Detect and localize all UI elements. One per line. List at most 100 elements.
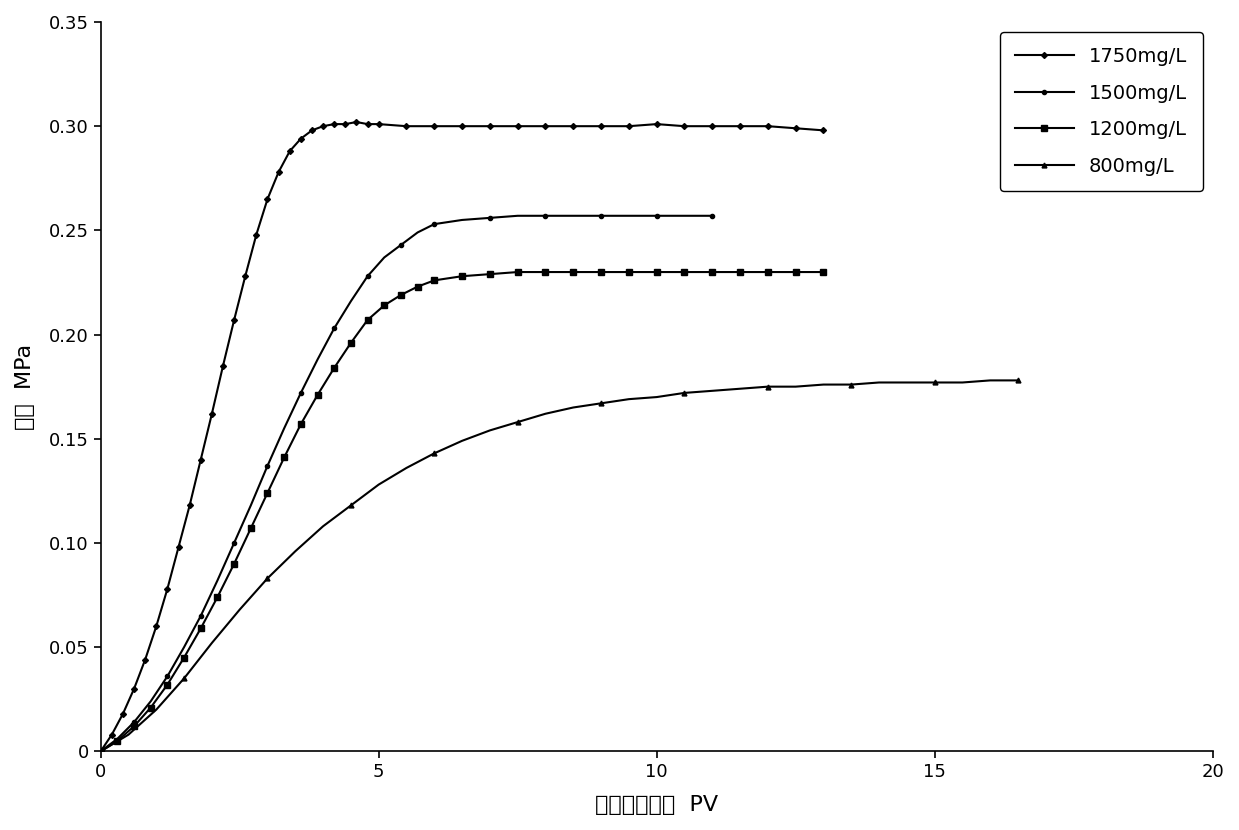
1500mg/L	[377, 252, 392, 262]
800mg/L	[316, 521, 331, 531]
1200mg/L	[110, 736, 125, 746]
1500mg/L	[361, 271, 375, 281]
1750mg/L	[732, 121, 747, 131]
1500mg/L	[538, 211, 553, 221]
800mg/L	[1011, 375, 1026, 385]
1750mg/L	[372, 120, 387, 129]
800mg/L	[817, 379, 831, 389]
1500mg/L	[427, 219, 442, 229]
1500mg/L	[144, 696, 159, 706]
1500mg/L	[327, 324, 342, 334]
1500mg/L	[177, 642, 192, 652]
1750mg/L	[294, 134, 309, 144]
800mg/L	[649, 392, 664, 402]
1750mg/L	[193, 455, 208, 465]
1500mg/L	[110, 734, 125, 744]
800mg/L	[93, 746, 108, 756]
1200mg/L	[817, 267, 831, 277]
1750mg/L	[427, 121, 442, 131]
1750mg/L	[349, 117, 364, 127]
1200mg/L	[761, 267, 776, 277]
1750mg/L	[271, 167, 286, 177]
1200mg/L	[343, 338, 358, 348]
1750mg/L	[305, 125, 320, 135]
1200mg/L	[260, 488, 275, 498]
1500mg/L	[455, 215, 470, 225]
800mg/L	[732, 383, 747, 393]
1750mg/L	[327, 120, 342, 129]
1750mg/L	[282, 146, 297, 156]
Line: 1750mg/L: 1750mg/L	[99, 120, 825, 754]
800mg/L	[260, 574, 275, 583]
X-axis label: 注入空隙体积  PV: 注入空隙体积 PV	[595, 795, 719, 815]
800mg/L	[204, 638, 219, 648]
1200mg/L	[676, 267, 691, 277]
1750mg/L	[93, 746, 108, 756]
1200mg/L	[732, 267, 747, 277]
1200mg/L	[788, 267, 803, 277]
1200mg/L	[93, 746, 108, 756]
1750mg/L	[817, 125, 831, 135]
800mg/L	[622, 394, 637, 404]
800mg/L	[788, 382, 803, 392]
800mg/L	[149, 705, 164, 715]
1750mg/L	[171, 542, 186, 552]
1500mg/L	[343, 296, 358, 306]
1200mg/L	[243, 524, 258, 534]
1200mg/L	[177, 652, 192, 662]
1500mg/L	[160, 671, 175, 681]
1500mg/L	[410, 227, 425, 237]
800mg/L	[121, 730, 136, 740]
1750mg/L	[149, 622, 164, 632]
800mg/L	[343, 500, 358, 510]
1750mg/L	[316, 121, 331, 131]
1750mg/L	[566, 121, 581, 131]
1500mg/L	[211, 575, 225, 585]
1500mg/L	[649, 211, 664, 221]
800mg/L	[427, 448, 442, 458]
800mg/L	[232, 604, 247, 614]
1750mg/L	[538, 121, 553, 131]
1500mg/L	[193, 611, 208, 621]
800mg/L	[538, 408, 553, 418]
1200mg/L	[310, 390, 325, 400]
1750mg/L	[104, 730, 119, 740]
800mg/L	[399, 463, 414, 473]
1500mg/L	[260, 461, 275, 471]
1750mg/L	[705, 121, 720, 131]
800mg/L	[177, 673, 192, 683]
1750mg/L	[593, 121, 608, 131]
1200mg/L	[126, 721, 141, 731]
1200mg/L	[455, 271, 470, 281]
800mg/L	[927, 378, 942, 388]
1500mg/L	[394, 240, 409, 250]
1750mg/L	[238, 271, 253, 281]
1750mg/L	[216, 361, 230, 371]
1750mg/L	[361, 120, 375, 129]
Line: 800mg/L: 800mg/L	[98, 378, 1021, 754]
Line: 1500mg/L: 1500mg/L	[99, 213, 715, 754]
1200mg/L	[227, 559, 242, 569]
1750mg/L	[249, 230, 264, 240]
1200mg/L	[294, 419, 309, 429]
1750mg/L	[260, 194, 275, 204]
Line: 1200mg/L: 1200mg/L	[98, 269, 826, 754]
1750mg/L	[204, 408, 219, 418]
1500mg/L	[705, 211, 720, 221]
800mg/L	[593, 398, 608, 408]
1500mg/L	[93, 746, 108, 756]
1200mg/L	[510, 267, 525, 277]
1200mg/L	[160, 680, 175, 690]
1500mg/L	[310, 354, 325, 364]
1500mg/L	[510, 211, 525, 221]
1750mg/L	[338, 120, 353, 129]
1500mg/L	[227, 538, 242, 548]
1750mg/L	[510, 121, 525, 131]
1750mg/L	[126, 684, 141, 694]
1200mg/L	[193, 623, 208, 633]
800mg/L	[676, 388, 691, 398]
1500mg/L	[276, 423, 291, 433]
800mg/L	[455, 436, 470, 446]
1200mg/L	[377, 300, 392, 310]
1200mg/L	[276, 452, 291, 462]
